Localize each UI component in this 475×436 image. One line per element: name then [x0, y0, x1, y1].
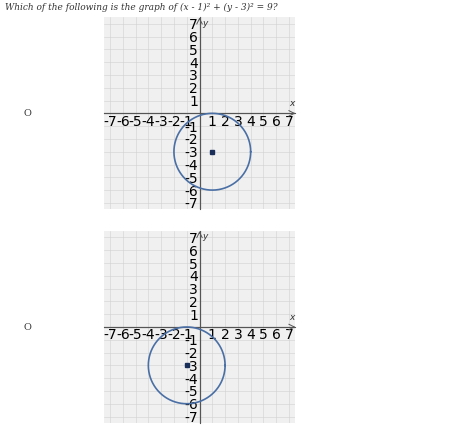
- Text: x: x: [289, 99, 294, 108]
- Text: Which of the following is the graph of (x - 1)² + (y - 3)² = 9?: Which of the following is the graph of (…: [5, 3, 277, 12]
- Text: x: x: [289, 313, 294, 322]
- Text: O: O: [24, 109, 32, 118]
- Text: y: y: [202, 19, 208, 28]
- Text: O: O: [24, 323, 32, 331]
- Text: y: y: [202, 232, 208, 242]
